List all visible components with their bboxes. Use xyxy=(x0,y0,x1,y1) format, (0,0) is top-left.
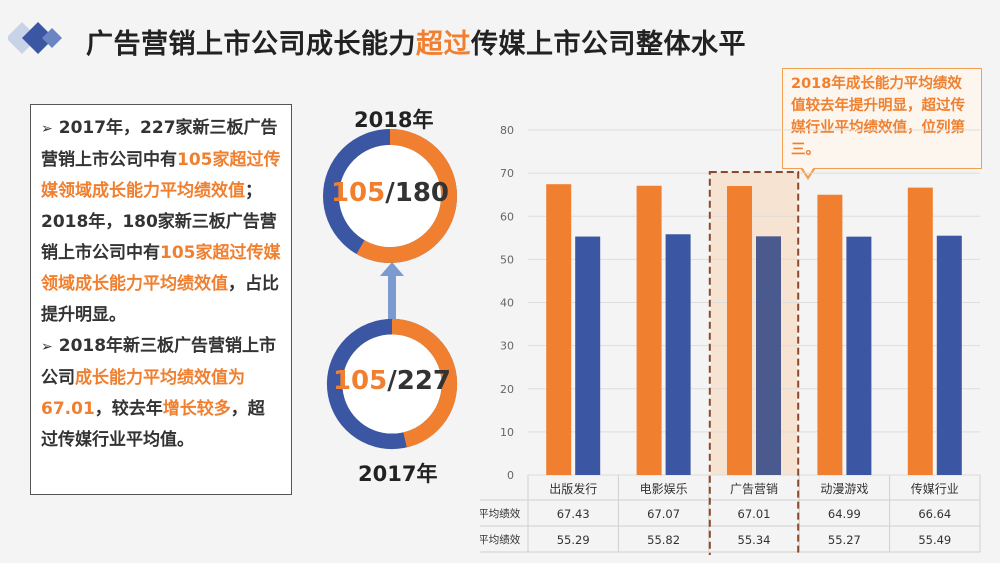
highlight-shade xyxy=(710,173,798,475)
title-highlight: 超过 xyxy=(416,29,471,60)
bullet-2017: ➢ 2017年，227家新三板广告营销上市公司中有105家超过传媒领域成长能力平均… xyxy=(41,118,281,325)
bar xyxy=(817,194,843,475)
table-value: 55.34 xyxy=(738,533,771,547)
donut-2017-value: 105/227 xyxy=(332,366,452,396)
bar xyxy=(756,236,781,475)
bullet-arrow-icon: ➢ xyxy=(41,339,53,355)
bar xyxy=(575,236,601,475)
table-value: 66.64 xyxy=(918,507,951,521)
y-tick-label: 60 xyxy=(500,210,514,223)
bar xyxy=(936,235,962,475)
bar xyxy=(636,185,662,475)
y-tick-label: 40 xyxy=(500,297,514,310)
bullet-2018: ➢ 2018年新三板广告营销上市公司成长能力平均绩效值为67.01，较去年增长较多… xyxy=(41,336,277,450)
y-tick-label: 10 xyxy=(500,426,514,439)
x-tick-label: 传媒行业 xyxy=(911,481,959,496)
summary-textbox: ➢ 2017年，227家新三板广告营销上市公司中有105家超过传媒领域成长能力平均… xyxy=(30,104,292,495)
table-value: 67.01 xyxy=(738,507,771,521)
x-tick-label: 动漫游戏 xyxy=(820,482,868,496)
x-tick-label: 广告营销 xyxy=(730,482,778,496)
table-value: 55.27 xyxy=(828,533,861,547)
legend-label: 2018年成长能力行业平均绩效 xyxy=(480,507,521,520)
y-tick-label: 80 xyxy=(500,124,514,137)
y-tick-label: 0 xyxy=(507,469,514,482)
y-tick-label: 20 xyxy=(500,383,514,396)
donut-2017-label: 2017年 xyxy=(358,462,438,486)
donut-2017-ring-share xyxy=(326,318,458,450)
y-tick-label: 50 xyxy=(500,253,514,266)
donut-2017 xyxy=(326,318,458,450)
bar xyxy=(665,234,691,475)
bar xyxy=(846,236,872,475)
donut-2017-center xyxy=(342,334,442,434)
table-value: 55.29 xyxy=(557,533,590,547)
bar xyxy=(727,186,752,475)
donut-2018-value: 105/180 xyxy=(330,178,450,208)
legend-label: 2017年成长能力行业平均绩效 xyxy=(480,533,521,546)
donut-2018 xyxy=(323,129,457,263)
up-arrow-icon xyxy=(380,262,404,322)
logo-diamond-icon xyxy=(8,22,62,54)
donut-2018-center xyxy=(339,145,441,247)
donut-2018-label: 2018年 xyxy=(354,108,434,132)
table-value: 55.82 xyxy=(647,533,680,547)
table-value: 55.49 xyxy=(918,533,951,547)
y-tick-label: 30 xyxy=(500,340,514,353)
donut-2018-ring-share xyxy=(323,129,457,263)
x-tick-label: 电影娱乐 xyxy=(640,482,688,496)
callout-tail-inner xyxy=(802,167,814,176)
table-value: 64.99 xyxy=(828,507,861,521)
highlight-dashed-box xyxy=(708,171,800,555)
bullet-arrow-icon: ➢ xyxy=(41,121,53,137)
bar-chart: 0 10 20 30 40 50 60 70 80 出版发行 电影娱乐 广告营销 动漫游戏 传媒行业 201… xyxy=(480,124,981,555)
bar xyxy=(907,187,933,475)
bar xyxy=(546,184,572,475)
page-title: 广告营销上市公司成长能力超过传媒上市公司整体水平 xyxy=(86,29,746,60)
callout-box: 2018年成长能力平均绩效值较去年提升明显，超过传媒行业平均绩效值，位列第三。 xyxy=(782,68,982,169)
y-tick-label: 70 xyxy=(500,167,514,180)
table-value: 67.07 xyxy=(647,507,680,521)
x-tick-label: 出版发行 xyxy=(549,481,597,496)
table-value: 67.43 xyxy=(557,507,590,521)
